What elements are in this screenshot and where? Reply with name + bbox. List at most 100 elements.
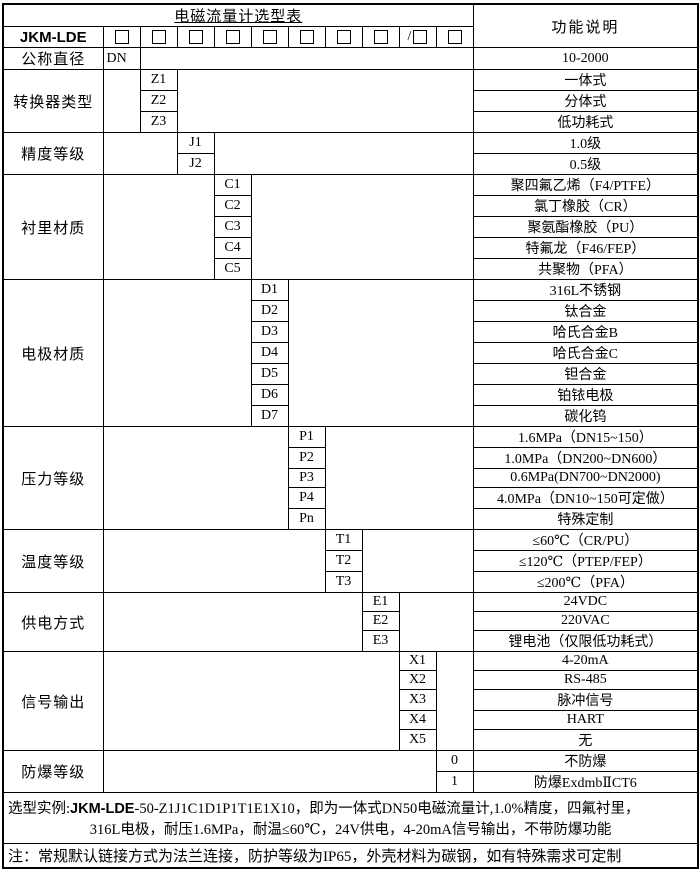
option-desc: RS-485 [472, 670, 699, 690]
option-desc: 220VAC [472, 611, 699, 631]
footer-note: 注：常规默认链接方式为法兰连接，防护等级为IP65，外壳材料为碳钢，如有特殊需求… [2, 843, 699, 868]
empty-cell [102, 426, 289, 530]
option-code: T3 [324, 571, 363, 593]
option-desc: 1.0MPa（DN200~DN600） [472, 447, 699, 469]
section-label-pressure: 压力等级 [2, 426, 104, 530]
table-title: 电磁流量计选型表 [174, 9, 303, 25]
option-desc: 4.0MPa（DN10~150可定做） [472, 487, 699, 509]
option-code: D4 [250, 342, 289, 364]
option-code: X3 [398, 689, 437, 711]
checkbox-icon [413, 29, 428, 44]
checkbox-icon [114, 29, 129, 44]
empty-cell [213, 132, 474, 175]
slash-separator: / [407, 29, 412, 44]
empty-cell [139, 47, 474, 70]
option-code: Pn [287, 508, 326, 530]
checkbox-icon [299, 29, 314, 44]
option-code: Z1 [139, 69, 178, 91]
checkbox-icon [447, 29, 462, 44]
empty-cell [102, 132, 178, 175]
empty-cell [102, 174, 215, 280]
option-desc: 哈氏合金C [472, 342, 699, 364]
code-box-cell-3 [176, 26, 215, 48]
code-box-cell-5 [250, 26, 289, 48]
option-desc: 聚氨酯橡胶（PU） [472, 216, 699, 238]
table-title-cell: 电磁流量计选型表 [2, 3, 474, 27]
section-label-diameter: 公称直径 [2, 47, 104, 70]
example-line-2: 316L电极，耐压1.6MPa，耐温≤60℃，24V供电，4-20mA信号输出，… [89, 822, 612, 838]
option-desc: 碳化钨 [472, 405, 699, 427]
empty-cell [102, 592, 363, 652]
option-code: DN [102, 47, 141, 70]
empty-cell [324, 426, 474, 530]
section-label-transducer: 转换器类型 [2, 69, 104, 133]
checkbox-icon [336, 29, 351, 44]
code-box-cell-2 [139, 26, 178, 48]
empty-cell [102, 69, 141, 133]
option-code: X1 [398, 651, 437, 671]
option-desc: 聚四氟乙烯（F4/PTFE） [472, 174, 699, 196]
option-code: J1 [176, 132, 215, 154]
code-box-cell-7 [324, 26, 363, 48]
option-code: J2 [176, 153, 215, 175]
option-desc: HART [472, 710, 699, 730]
option-code: P3 [287, 468, 326, 488]
option-code: P1 [287, 426, 326, 448]
option-desc: 哈氏合金B [472, 321, 699, 343]
empty-cell [398, 592, 474, 652]
selection-example: 选型实例:JKM-LDE-50-Z1J1C1D1P1T1E1X10，即为一体式D… [2, 792, 699, 844]
checkbox-icon [373, 29, 388, 44]
option-desc: 0.5级 [472, 153, 699, 175]
model-prefix: JKM-LDE [2, 26, 104, 48]
example-prefix: 选型实例: [8, 801, 71, 817]
option-code: D6 [250, 384, 289, 406]
option-desc: ≤120℃（PTEP/FEP） [472, 550, 699, 572]
option-code: P4 [287, 487, 326, 509]
section-label-lining: 衬里材质 [2, 174, 104, 280]
empty-cell [102, 529, 326, 593]
option-desc: 特殊定制 [472, 508, 699, 530]
option-desc: 氯丁橡胶（CR） [472, 195, 699, 217]
option-code: 1 [435, 771, 474, 793]
option-code: C1 [213, 174, 252, 196]
option-code: C2 [213, 195, 252, 217]
option-code: C3 [213, 216, 252, 238]
empty-cell [361, 529, 474, 593]
code-box-cell-8 [361, 26, 400, 48]
option-desc: 不防爆 [472, 750, 699, 772]
code-box-cell-4 [213, 26, 252, 48]
option-desc: 1.0级 [472, 132, 699, 154]
option-desc: 防爆ExdmbⅡCT6 [472, 771, 699, 793]
option-code: E2 [361, 611, 400, 631]
section-label-electrode: 电极材质 [2, 279, 104, 427]
section-label-explosion: 防爆等级 [2, 750, 104, 793]
code-box-cell-9: / [398, 26, 437, 48]
function-header: 功能说明 [472, 3, 699, 48]
option-desc: 无 [472, 729, 699, 751]
checkbox-icon [151, 29, 166, 44]
option-desc: 共聚物（PFA） [472, 258, 699, 280]
option-code: C4 [213, 237, 252, 259]
option-code: D2 [250, 300, 289, 322]
option-desc: 钛合金 [472, 300, 699, 322]
option-desc: 特氟龙（F46/FEP） [472, 237, 699, 259]
option-desc: 一体式 [472, 69, 699, 91]
option-code: D7 [250, 405, 289, 427]
option-code: P2 [287, 447, 326, 469]
empty-cell [176, 69, 474, 133]
option-desc: 铂铱电极 [472, 384, 699, 406]
section-label-signal: 信号输出 [2, 651, 104, 751]
example-line-1: 选型实例:JKM-LDE-50-Z1J1C1D1P1T1E1X10，即为一体式D… [4, 797, 697, 818]
option-code: T2 [324, 550, 363, 572]
option-code: 0 [435, 750, 474, 772]
option-code: E3 [361, 630, 400, 652]
option-code: C5 [213, 258, 252, 280]
example-rest: -50-Z1J1C1D1P1T1E1X10，即为一体式DN50电磁流量计,1.0… [134, 801, 640, 817]
checkbox-icon [262, 29, 277, 44]
code-box-cell-10 [435, 26, 474, 48]
section-label-power: 供电方式 [2, 592, 104, 652]
empty-cell [102, 279, 252, 427]
option-code: Z2 [139, 90, 178, 112]
option-desc: 1.6MPa（DN15~150） [472, 426, 699, 448]
